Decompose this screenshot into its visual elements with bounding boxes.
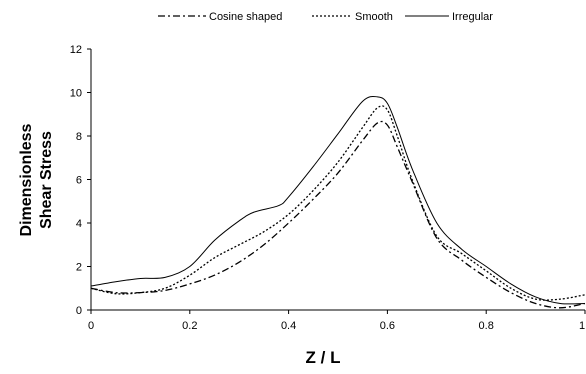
legend-label-irregular: Irregular [452,11,493,23]
series-line-cosine-shaped [90,120,586,309]
y-tick-labels: 0 2 4 6 8 10 12 [70,44,82,317]
series-layer [90,95,586,309]
x-axis-title: Z / L [306,348,341,367]
x-tick-label: 0 [88,320,94,332]
legend-label-cosine-shaped: Cosine shaped [209,11,282,23]
series-line-irregular [90,95,586,305]
x-tick-label: 0.8 [479,320,494,332]
y-tick-label: 12 [70,44,82,56]
y-tick-label: 4 [76,218,82,230]
y-axis-title-line-2: Shear Stress [38,131,55,229]
y-axis-title-line-1: Dimensionless [18,123,35,236]
x-tick-label: 1 [579,320,585,332]
x-tick-label: 0.4 [281,320,296,332]
legend-label-smooth: Smooth [355,11,393,23]
y-tick-label: 0 [76,305,82,317]
x-tick-label: 0.2 [182,320,197,332]
x-tick-labels: 0 0.2 0.4 0.6 0.8 1 [88,320,585,332]
y-tick-label: 2 [76,262,82,274]
axes [87,48,586,314]
legend: Cosine shaped Smooth Irregular [158,11,493,23]
y-tick-label: 8 [76,131,82,143]
series-line-smooth [90,105,586,301]
y-tick-label: 10 [70,88,82,100]
x-tick-label: 0.6 [380,320,395,332]
y-tick-label: 6 [76,175,82,187]
